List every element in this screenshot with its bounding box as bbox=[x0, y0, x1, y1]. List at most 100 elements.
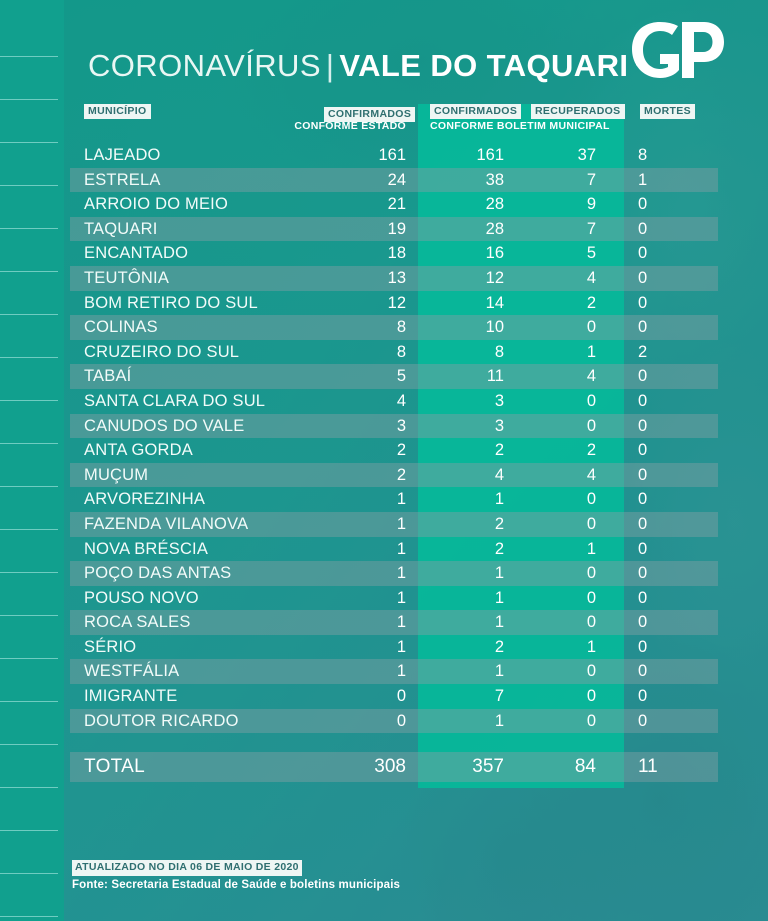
ruler-tick bbox=[0, 186, 58, 229]
ruler-tick bbox=[0, 14, 58, 57]
row-mortes: 0 bbox=[638, 564, 648, 583]
row-municipio: ANTA GORDA bbox=[84, 441, 193, 460]
table-row: FAZENDA VILANOVA 1 2 0 0 bbox=[0, 511, 768, 537]
row-confirmados-estado: 8 bbox=[396, 342, 406, 361]
total-recuperados: 84 bbox=[574, 756, 596, 777]
table-row: ROCA SALES 1 1 0 0 bbox=[0, 610, 768, 635]
ruler-tick bbox=[0, 616, 58, 659]
boletim-municipal-highlight-band bbox=[418, 104, 624, 788]
row-confirmados-boletim: 1 bbox=[494, 588, 504, 607]
ruler-tick bbox=[0, 702, 58, 745]
row-stripe bbox=[70, 315, 718, 340]
table-row: LAJEADO 161 161 37 8 bbox=[0, 143, 768, 168]
row-confirmados-estado: 19 bbox=[387, 219, 406, 238]
row-recuperados: 0 bbox=[586, 564, 596, 583]
header-confirmados-estado: CONFIRMADOS bbox=[324, 107, 416, 122]
row-recuperados: 37 bbox=[577, 146, 596, 164]
ruler-tick bbox=[0, 745, 58, 788]
row-recuperados: 0 bbox=[586, 416, 596, 435]
row-mortes: 0 bbox=[638, 514, 648, 533]
row-municipio: CANUDOS DO VALE bbox=[84, 416, 245, 435]
row-mortes: 0 bbox=[638, 391, 648, 410]
ruler-tick bbox=[0, 143, 58, 186]
ruler-tick bbox=[0, 401, 58, 444]
row-confirmados-boletim: 7 bbox=[494, 687, 504, 706]
ruler-tick bbox=[0, 358, 58, 401]
row-mortes: 0 bbox=[638, 637, 648, 656]
row-recuperados: 0 bbox=[586, 514, 596, 533]
row-recuperados: 7 bbox=[586, 219, 596, 238]
row-mortes: 0 bbox=[638, 318, 648, 337]
total-row-stripe bbox=[70, 752, 718, 782]
row-recuperados: 0 bbox=[586, 613, 596, 632]
row-confirmados-boletim: 28 bbox=[485, 195, 504, 214]
row-mortes: 0 bbox=[638, 711, 648, 730]
row-recuperados: 5 bbox=[586, 244, 596, 263]
row-recuperados: 0 bbox=[586, 391, 596, 410]
row-mortes: 0 bbox=[638, 687, 648, 706]
row-stripe bbox=[70, 561, 718, 586]
row-confirmados-estado: 0 bbox=[396, 711, 406, 730]
table-row: SÉRIO 1 2 1 0 bbox=[0, 635, 768, 660]
row-mortes: 0 bbox=[638, 588, 648, 607]
row-municipio: WESTFÁLIA bbox=[84, 662, 180, 681]
ruler-tick bbox=[0, 100, 58, 143]
ruler-tick bbox=[0, 659, 58, 702]
table-row: ANTA GORDA 2 2 2 0 bbox=[0, 438, 768, 463]
row-confirmados-boletim: 12 bbox=[485, 268, 504, 287]
row-confirmados-estado: 3 bbox=[396, 416, 406, 435]
row-municipio: COLINAS bbox=[84, 318, 158, 337]
row-recuperados: 0 bbox=[586, 662, 596, 681]
row-confirmados-boletim: 4 bbox=[494, 465, 504, 484]
row-stripe bbox=[70, 708, 718, 734]
row-mortes: 0 bbox=[638, 268, 648, 287]
row-recuperados: 0 bbox=[586, 687, 596, 706]
table-row: POUSO NOVO 1 1 0 0 bbox=[0, 586, 768, 611]
row-confirmados-boletim: 2 bbox=[494, 637, 504, 656]
ruler-tick bbox=[0, 788, 58, 831]
row-municipio: TEUTÔNIA bbox=[84, 268, 170, 287]
header-confirmados-boletim: CONFIRMADOS bbox=[430, 104, 522, 119]
row-stripe bbox=[70, 659, 718, 685]
left-ruler-strip bbox=[0, 0, 64, 921]
row-mortes: 0 bbox=[638, 613, 648, 632]
row-confirmados-boletim: 1 bbox=[494, 613, 504, 632]
row-confirmados-boletim: 2 bbox=[494, 441, 504, 460]
ruler-tick bbox=[0, 573, 58, 616]
row-confirmados-boletim: 10 bbox=[485, 318, 504, 337]
table-row: ARVOREZINHA 1 1 0 0 bbox=[0, 487, 768, 512]
row-confirmados-estado: 13 bbox=[387, 268, 406, 287]
row-confirmados-estado: 2 bbox=[396, 441, 406, 460]
table-row: BOM RETIRO DO SUL 12 14 2 0 bbox=[0, 291, 768, 316]
row-confirmados-boletim: 1 bbox=[494, 711, 504, 730]
row-mortes: 0 bbox=[638, 539, 648, 558]
row-recuperados: 1 bbox=[586, 342, 596, 361]
row-confirmados-estado: 24 bbox=[387, 170, 406, 189]
row-confirmados-estado: 12 bbox=[387, 293, 406, 312]
row-confirmados-estado: 161 bbox=[378, 146, 406, 164]
ruler-tick bbox=[0, 57, 58, 100]
row-confirmados-estado: 2 bbox=[396, 465, 406, 484]
row-municipio: TAQUARI bbox=[84, 219, 158, 238]
row-recuperados: 0 bbox=[586, 490, 596, 509]
table-row: MUÇUM 2 4 4 0 bbox=[0, 462, 768, 488]
table-row: TAQUARI 19 28 7 0 bbox=[0, 216, 768, 242]
row-stripe bbox=[70, 610, 718, 635]
row-confirmados-estado: 1 bbox=[396, 490, 406, 509]
header-conforme-estado: CONFORME ESTADO bbox=[294, 120, 406, 132]
table-row: ENCANTADO 18 16 5 0 bbox=[0, 241, 768, 266]
row-recuperados: 4 bbox=[586, 367, 596, 386]
row-confirmados-estado: 8 bbox=[396, 318, 406, 337]
row-confirmados-estado: 0 bbox=[396, 687, 406, 706]
table-row: SANTA CLARA DO SUL 4 3 0 0 bbox=[0, 389, 768, 414]
row-municipio: SÉRIO bbox=[84, 637, 137, 656]
row-recuperados: 2 bbox=[586, 293, 596, 312]
row-confirmados-boletim: 1 bbox=[494, 564, 504, 583]
row-mortes: 1 bbox=[638, 170, 648, 189]
row-recuperados: 2 bbox=[586, 441, 596, 460]
table-row: IMIGRANTE 0 7 0 0 bbox=[0, 684, 768, 709]
row-confirmados-estado: 21 bbox=[387, 195, 406, 214]
table-row: COLINAS 8 10 0 0 bbox=[0, 315, 768, 340]
ruler-tick bbox=[0, 272, 58, 315]
table-row: WESTFÁLIA 1 1 0 0 bbox=[0, 659, 768, 685]
